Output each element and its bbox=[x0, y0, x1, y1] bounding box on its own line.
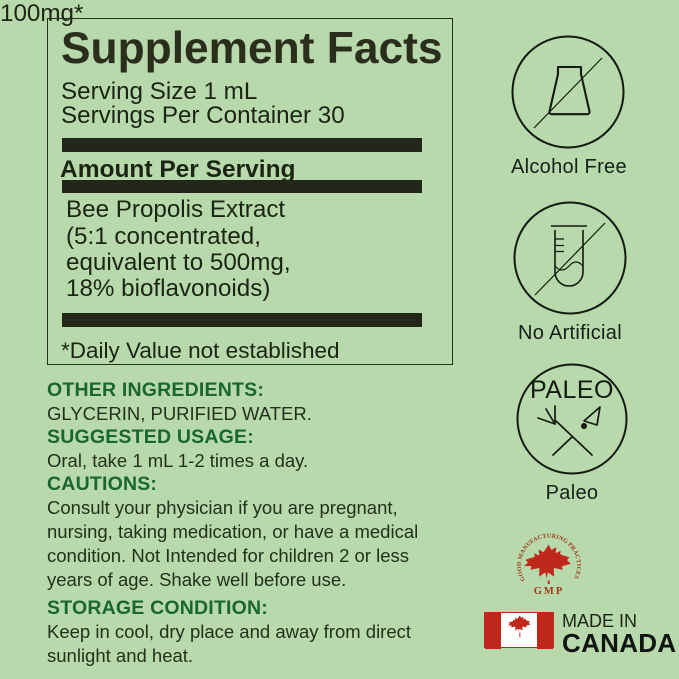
svg-text:GMP: GMP bbox=[534, 586, 565, 597]
svg-text:PALEO: PALEO bbox=[530, 376, 614, 404]
